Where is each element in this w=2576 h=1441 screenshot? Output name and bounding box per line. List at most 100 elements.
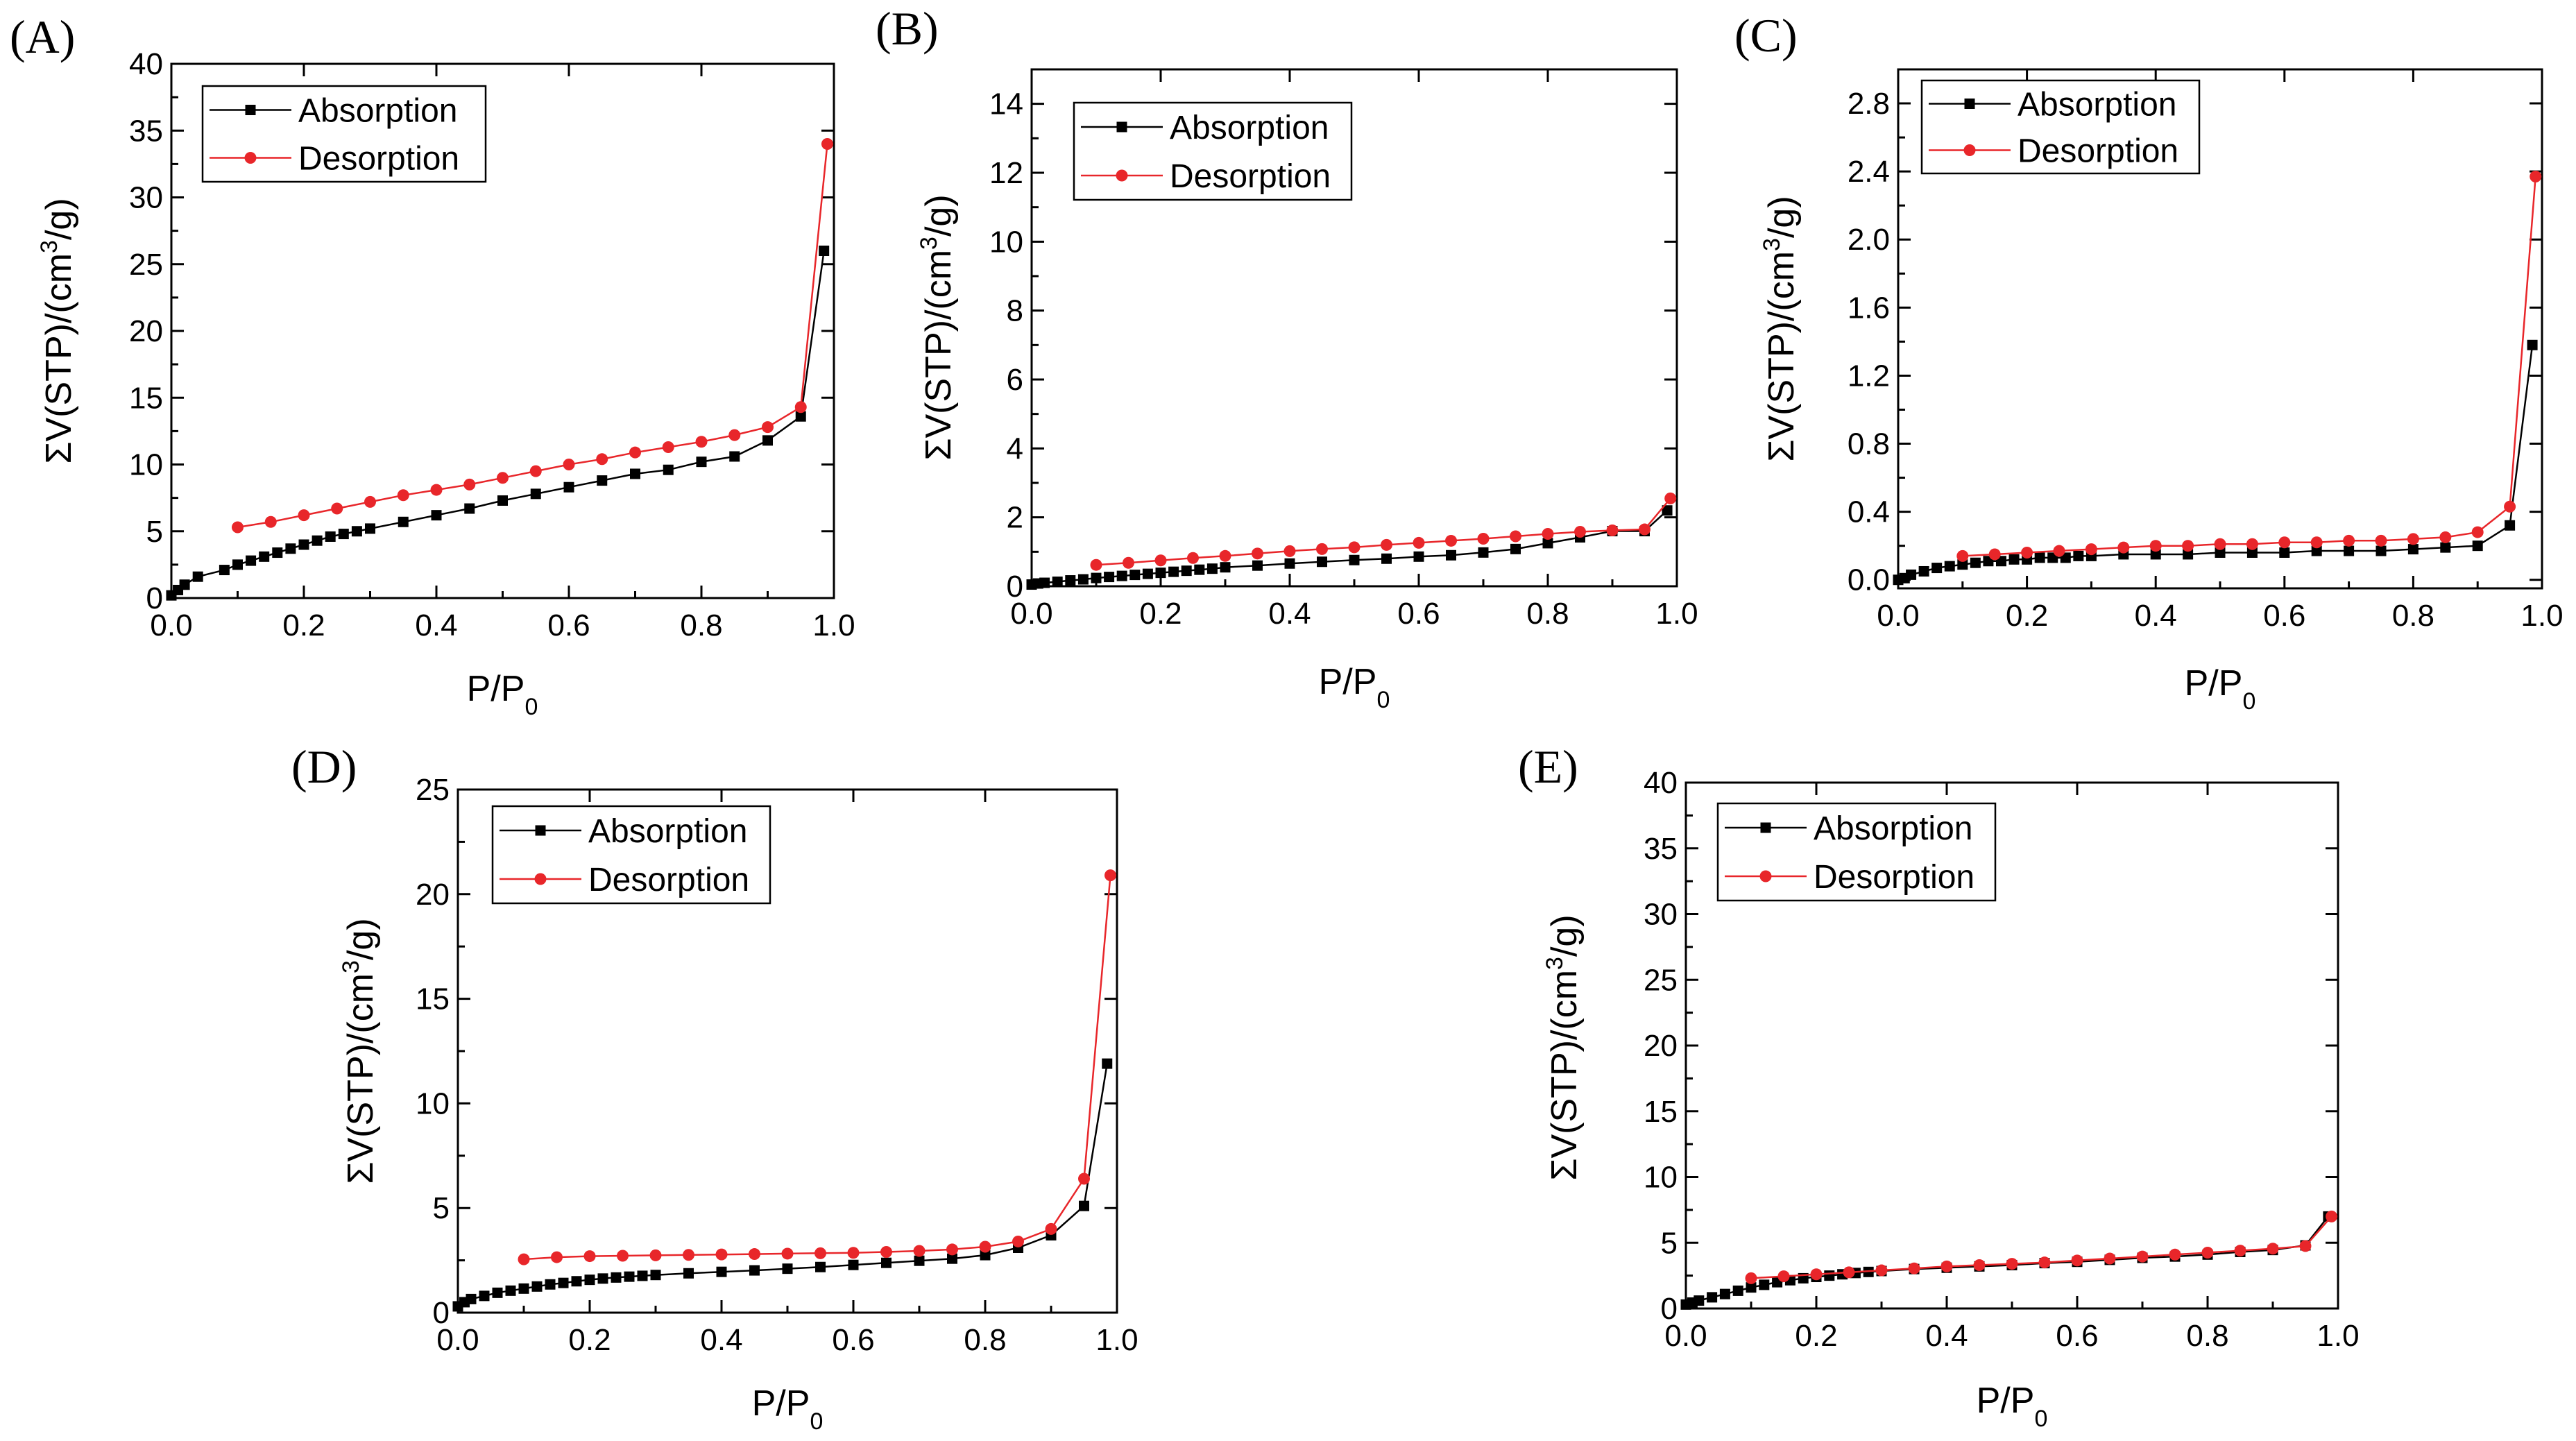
x-tick-label: 0.2 (1795, 1319, 1837, 1353)
data-point (819, 246, 830, 256)
data-point (1445, 534, 1457, 547)
data-point (2299, 1240, 2312, 1252)
data-point (298, 509, 310, 522)
data-point (2136, 1250, 2149, 1263)
data-point (821, 138, 833, 150)
legend-marker (1759, 870, 1772, 882)
data-point (2150, 549, 2161, 560)
series-absorption (452, 1058, 1113, 1312)
x-tick-label: 0.8 (2392, 599, 2434, 633)
data-point (497, 495, 508, 506)
data-point (1906, 569, 1917, 580)
legend-marker (244, 152, 257, 164)
legend-box (491, 805, 771, 905)
data-point (398, 516, 409, 527)
data-point (1824, 1270, 1835, 1281)
series-desorption (1956, 171, 2542, 562)
x-tick-label: 0.2 (2006, 599, 2048, 633)
x-tick-label: 0.2 (282, 608, 325, 642)
data-point (1606, 525, 1619, 537)
data-point (880, 1246, 892, 1259)
series-absorption (1893, 339, 2538, 586)
data-point (1349, 554, 1360, 565)
x-tick-label: 0.6 (2056, 1319, 2098, 1353)
data-point (782, 1263, 793, 1274)
data-point (2214, 538, 2226, 550)
data-point (1664, 492, 1677, 504)
x-axis-label: P/P0 (1977, 1381, 2048, 1432)
y-tick-label: 0 (433, 1296, 450, 1330)
data-point (1317, 556, 1327, 568)
data-point (2440, 542, 2451, 553)
x-tick-label: 0.2 (1139, 597, 1182, 631)
y-tick-label: 25 (129, 248, 163, 282)
data-point (663, 464, 674, 475)
data-point (1187, 552, 1199, 564)
data-point (1220, 562, 1231, 573)
data-point (629, 446, 641, 459)
x-tick-label: 0.0 (1664, 1319, 1707, 1353)
y-tick-label: 40 (129, 47, 163, 81)
data-point (617, 1250, 629, 1262)
data-point (914, 1255, 925, 1266)
data-point (430, 484, 443, 496)
panel-label: (C) (1734, 9, 1798, 62)
data-point (1142, 568, 1153, 579)
data-point (947, 1253, 957, 1264)
data-point (518, 1253, 530, 1265)
y-tick-label: 1.2 (1848, 359, 1890, 393)
x-tick-label: 0.4 (700, 1323, 742, 1357)
y-tick-label: 2.8 (1848, 87, 1890, 121)
data-point (1478, 547, 1489, 558)
data-point (2407, 533, 2419, 545)
data-point (1065, 575, 1076, 586)
data-point (2311, 545, 2322, 556)
y-tick-label: 30 (129, 181, 163, 215)
x-tick-label: 1.0 (1095, 1323, 1138, 1357)
y-tick-label: 20 (1644, 1029, 1678, 1063)
data-point (1045, 1222, 1057, 1235)
data-point (232, 559, 243, 570)
data-point (2267, 1243, 2279, 1255)
data-point (1283, 545, 1296, 557)
data-point (1719, 1288, 1730, 1299)
data-point (1078, 1173, 1090, 1185)
data-point (1116, 570, 1127, 581)
data-point (492, 1287, 503, 1298)
x-tick-label: 0.0 (1010, 597, 1052, 631)
series-desorption (1745, 1210, 2338, 1284)
data-point (1639, 523, 1650, 536)
data-point (285, 543, 296, 554)
data-point (1052, 577, 1063, 588)
chart-panel-e: (E) ΣV(STP)/(cm3/g) P/P0 0.0 0.2 0.4 0.6 0.8… (1518, 740, 2360, 1432)
data-point (338, 529, 349, 540)
data-point (2006, 1258, 2018, 1270)
data-point (2183, 549, 2194, 560)
data-point (2021, 546, 2033, 559)
data-point (530, 488, 541, 500)
legend: Absorption Desorption (1073, 101, 1353, 201)
data-point (2375, 534, 2387, 547)
y-tick-label: 10 (989, 225, 1023, 259)
data-point (2343, 534, 2355, 547)
chart-panel-c: (C) ΣV(STP)/(cm3/g) P/P0 0.0 0.2 0.4 0.6 0.8… (1734, 9, 2564, 715)
legend-label: Absorption (298, 93, 457, 130)
data-point (1206, 563, 1218, 574)
data-point (563, 459, 575, 470)
data-point (351, 526, 362, 537)
data-point (1091, 572, 1102, 583)
x-tick-label: 0.4 (1925, 1319, 1968, 1353)
y-tick-label: 0.4 (1848, 495, 1890, 529)
y-tick-label: 35 (129, 114, 163, 148)
y-tick-label: 0 (146, 581, 163, 615)
data-point (2071, 1254, 2083, 1267)
y-tick-label: 40 (1644, 766, 1678, 800)
data-point (463, 478, 476, 491)
data-point (683, 1249, 694, 1261)
data-point (583, 1250, 596, 1263)
x-tick-label: 0.8 (964, 1323, 1006, 1357)
legend-label: Absorption (1814, 810, 1972, 847)
data-point (2038, 1256, 2051, 1269)
x-tick-label: 0.2 (568, 1323, 611, 1357)
